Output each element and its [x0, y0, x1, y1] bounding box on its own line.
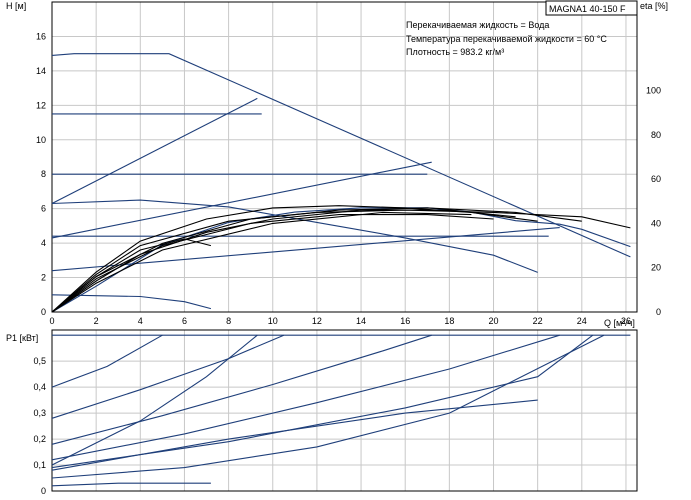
power-tick-label: 0,2 — [33, 434, 46, 444]
power-curve — [51, 334, 285, 419]
power-curve — [51, 334, 163, 388]
grid-bottom — [51, 330, 637, 492]
power-tick-label: 0,3 — [33, 408, 46, 418]
model-label: MAGNA1 40-150 F — [549, 4, 626, 14]
y-axis-label-head: H [м] — [6, 1, 26, 11]
y-tick-label: 10 — [36, 135, 46, 145]
x-tick-label: 4 — [138, 316, 143, 326]
x-tick-label: 6 — [182, 316, 187, 326]
power-curve — [51, 399, 538, 471]
efficiency-curve — [51, 209, 516, 313]
y2-tick-label: 100 — [646, 86, 661, 96]
power-tick-label: 0,4 — [33, 382, 46, 392]
x-tick-label: 12 — [312, 316, 322, 326]
power-curve — [51, 482, 211, 487]
head-curve — [51, 161, 432, 239]
x-tick-label: 14 — [356, 316, 366, 326]
info-line-density: Плотность = 983.2 кг/м³ — [406, 47, 504, 57]
power-curves — [51, 334, 631, 487]
x-tick-label: 24 — [577, 316, 587, 326]
x-tick-label: 18 — [444, 316, 454, 326]
y-tick-label: 2 — [41, 273, 46, 283]
head-curves — [51, 53, 631, 313]
y-tick-label: 6 — [41, 204, 46, 214]
model-label-box — [545, 0, 638, 16]
power-curve — [51, 334, 605, 479]
x-axis-label: Q [м³/ч] — [604, 318, 635, 328]
power-curve — [51, 334, 594, 469]
efficiency-curve — [51, 211, 472, 313]
y-tick-label: 4 — [41, 238, 46, 248]
x-tick-label: 2 — [94, 316, 99, 326]
head-curve — [51, 199, 538, 273]
efficiency-curve — [51, 207, 582, 313]
y2-tick-label: 60 — [651, 174, 661, 184]
y2-tick-label: 80 — [651, 130, 661, 140]
info-line-fluid: Перекачиваемая жидкость = Вода — [406, 20, 549, 30]
efficiency-curve — [51, 238, 212, 313]
power-tick-label: 0 — [41, 486, 46, 496]
efficiency-curves — [51, 205, 631, 313]
power-curve — [51, 334, 258, 466]
y-tick-label: 14 — [36, 66, 46, 76]
head-plot-frame — [51, 1, 638, 313]
y2-tick-label: 0 — [656, 307, 661, 317]
power-tick-label: 0,5 — [33, 356, 46, 366]
power-curve — [51, 334, 432, 445]
power-curve — [51, 334, 560, 461]
info-line-temperature: Температура перекачиваемой жидкости = 60… — [406, 34, 607, 44]
y-axis-label-power: P1 [кВт] — [6, 333, 38, 343]
head-curve — [51, 97, 258, 204]
head-curve — [51, 53, 631, 258]
power-tick-label: 0,1 — [33, 460, 46, 470]
x-tick-label: 8 — [226, 316, 231, 326]
y-tick-label: 16 — [36, 31, 46, 41]
grid-top — [51, 2, 637, 313]
head-curve — [51, 294, 212, 310]
y-tick-label: 0 — [41, 307, 46, 317]
y2-tick-label: 40 — [651, 218, 661, 228]
power-plot-frame — [51, 329, 638, 492]
x-tick-label: 0 — [49, 316, 54, 326]
x-tick-label: 16 — [400, 316, 410, 326]
x-tick-label: 10 — [268, 316, 278, 326]
x-tick-label: 22 — [533, 316, 543, 326]
y2-axis-label-eta: eta [%] — [640, 1, 668, 11]
tick-labels: 0 2 4 6 8 10 12 14 16 18 20 22 24 2602468101214160204… — [33, 31, 661, 496]
x-tick-label: 20 — [489, 316, 499, 326]
y2-tick-label: 20 — [651, 263, 661, 273]
y-tick-label: 12 — [36, 100, 46, 110]
y-tick-label: 8 — [41, 169, 46, 179]
x-tick-label: 26 — [621, 316, 631, 326]
